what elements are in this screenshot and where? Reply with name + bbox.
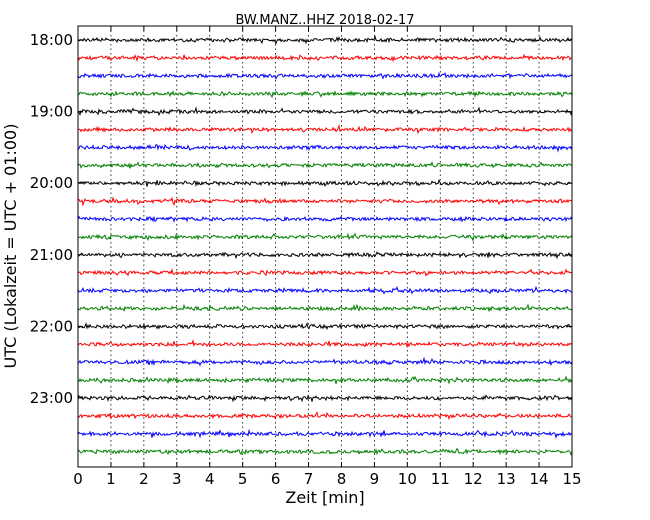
trace-2030 bbox=[77, 215, 573, 223]
y-axis: 18:00 19:00 20:00 21:00 22:00 23:00 bbox=[30, 31, 572, 407]
trace-1900 bbox=[77, 106, 573, 117]
x-axis: 0 1 2 3 4 5 6 7 8 9 10 11 12 13 14 15 bbox=[73, 26, 582, 488]
x-tick-label: 15 bbox=[562, 470, 581, 488]
trace-2315 bbox=[77, 411, 573, 421]
x-tick-label: 8 bbox=[337, 470, 347, 488]
trace-1845 bbox=[77, 90, 573, 99]
y-tick-label: 20:00 bbox=[30, 174, 73, 192]
trace-2245 bbox=[77, 375, 573, 385]
x-tick-label: 13 bbox=[497, 470, 516, 488]
trace-1915 bbox=[77, 123, 573, 135]
trace-1830 bbox=[77, 71, 573, 80]
trace-group bbox=[77, 35, 573, 456]
trace-2230 bbox=[77, 356, 573, 367]
trace-2000 bbox=[78, 178, 573, 188]
y-tick-label: 23:00 bbox=[30, 389, 73, 407]
trace-2100 bbox=[77, 251, 573, 260]
y-tick-label: 22:00 bbox=[30, 317, 73, 335]
x-axis-label: Zeit [min] bbox=[285, 488, 364, 507]
x-tick-label: 6 bbox=[271, 470, 281, 488]
trace-2115 bbox=[77, 267, 573, 277]
trace-2130 bbox=[77, 285, 573, 295]
plot-frame bbox=[77, 25, 573, 468]
trace-2330 bbox=[77, 428, 573, 439]
y-axis-label: UTC (Lokalzeit = UTC + 01:00) bbox=[1, 124, 20, 369]
x-tick-label: 12 bbox=[464, 470, 483, 488]
trace-2015 bbox=[77, 196, 573, 207]
chart-title: BW.MANZ..HHZ 2018-02-17 bbox=[235, 13, 414, 28]
x-tick-label: 4 bbox=[205, 470, 215, 488]
x-tick-label: 10 bbox=[398, 470, 417, 488]
trace-2200 bbox=[77, 321, 572, 331]
trace-2345 bbox=[77, 447, 573, 456]
x-tick-label: 2 bbox=[139, 470, 149, 488]
x-tick-label: 14 bbox=[530, 470, 549, 488]
trace-1945 bbox=[77, 161, 573, 169]
y-tick-label: 21:00 bbox=[30, 246, 73, 264]
trace-2145 bbox=[77, 303, 573, 313]
x-tick-label: 5 bbox=[238, 470, 248, 488]
y-tick-label: 18:00 bbox=[30, 31, 73, 49]
x-tick-label: 1 bbox=[106, 470, 116, 488]
x-gridlines bbox=[110, 26, 540, 467]
x-tick-label: 11 bbox=[431, 470, 450, 488]
trace-1800 bbox=[77, 35, 573, 45]
trace-2300 bbox=[77, 394, 573, 403]
trace-1815 bbox=[77, 53, 573, 63]
trace-2045 bbox=[77, 232, 573, 243]
x-tick-label: 7 bbox=[304, 470, 314, 488]
trace-1930 bbox=[77, 143, 573, 153]
y-tick-label: 19:00 bbox=[30, 103, 73, 121]
x-tick-label: 3 bbox=[172, 470, 182, 488]
x-tick-label: 9 bbox=[370, 470, 380, 488]
trace-2215 bbox=[77, 338, 573, 349]
x-tick-label: 0 bbox=[73, 470, 83, 488]
